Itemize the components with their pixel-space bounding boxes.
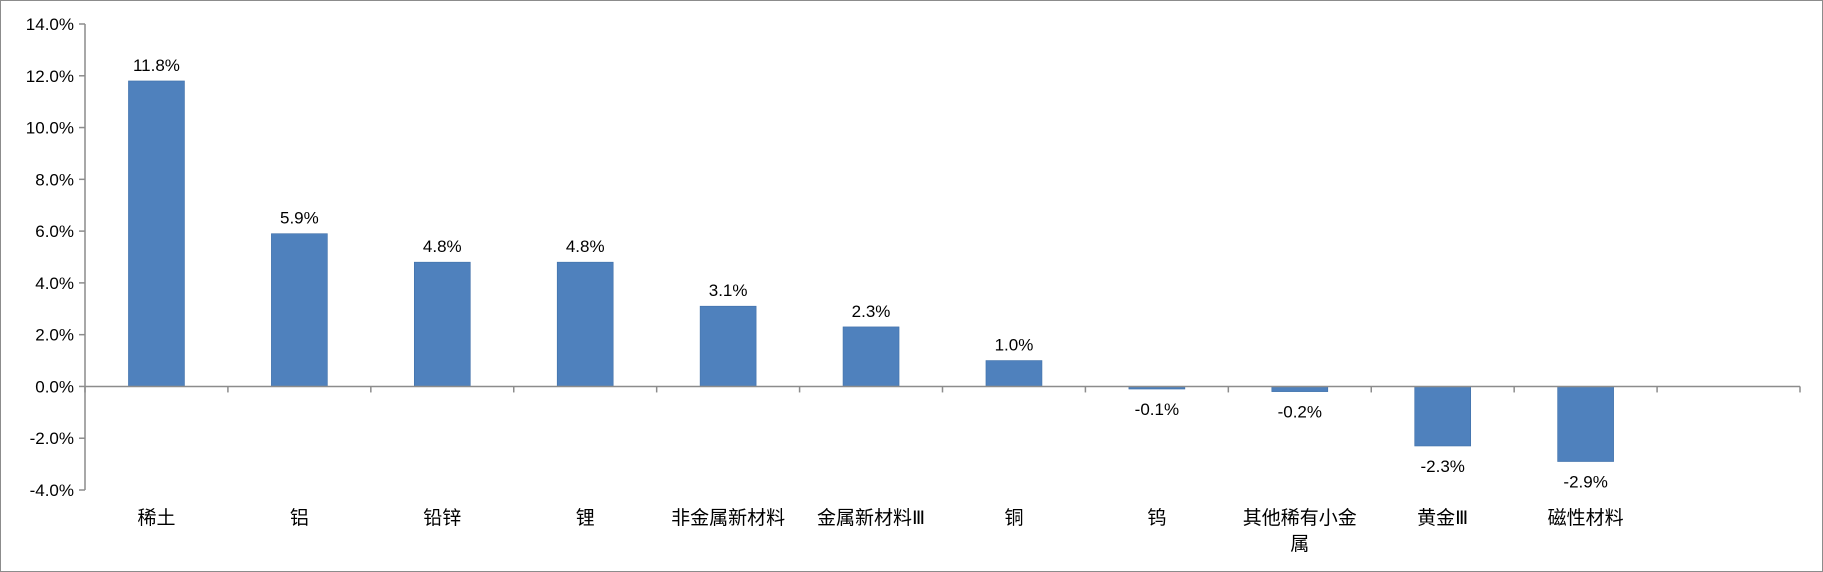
y-tick-label: 12.0%	[26, 67, 74, 86]
bar	[1557, 386, 1614, 462]
data-label: -2.9%	[1563, 473, 1607, 492]
y-tick-label: 10.0%	[26, 119, 74, 138]
data-label: 1.0%	[995, 336, 1034, 355]
data-label: 4.8%	[566, 237, 605, 256]
category-label: 锂	[576, 507, 595, 529]
y-tick-label: -2.0%	[30, 429, 74, 448]
bar	[842, 326, 900, 387]
category-label: 磁性材料	[1548, 507, 1624, 529]
category-label: 其他稀有小金属	[1243, 507, 1357, 555]
category-label: 金属新材料Ⅲ	[817, 507, 925, 529]
data-labels: 11.8% 5.9% 4.8% 4.8% 3.1% 2.3% 1.0% -0.1% -0.2% -…	[133, 56, 1608, 492]
bar	[271, 233, 328, 387]
y-tick-label: -4.0%	[30, 481, 74, 500]
data-label: -2.3%	[1420, 457, 1464, 476]
category-label: 非金属新材料	[671, 507, 785, 529]
data-label: 3.1%	[709, 281, 748, 300]
data-label: -0.1%	[1135, 400, 1179, 419]
y-axis: -4.0% -2.0% 0.0% 2.0% 4.0% 6.0% 8.0% 10.0% 12.0%…	[26, 15, 86, 500]
bar	[1271, 386, 1329, 392]
bar	[985, 360, 1043, 387]
data-label: 4.8%	[423, 237, 462, 256]
bar	[413, 261, 471, 387]
bar	[1414, 386, 1472, 447]
category-label: 铝	[290, 507, 309, 529]
category-label: 稀土	[137, 507, 175, 529]
y-tick-label: 8.0%	[35, 170, 74, 189]
category-label: 铜	[1004, 507, 1023, 529]
y-tick-label: 4.0%	[35, 274, 74, 293]
y-tick-label: 14.0%	[26, 15, 74, 34]
category-label: 铅锌	[423, 507, 461, 529]
bars	[128, 80, 1614, 462]
bar	[128, 80, 185, 387]
x-axis	[84, 385, 1801, 393]
y-tick-label: 2.0%	[35, 326, 74, 345]
data-label: 5.9%	[280, 209, 319, 228]
data-label: -0.2%	[1278, 403, 1322, 422]
bar	[699, 305, 757, 387]
category-label: 黄金Ⅲ	[1417, 507, 1468, 529]
y-tick-label: 6.0%	[35, 222, 74, 241]
data-label: 2.3%	[852, 302, 891, 321]
bar	[556, 261, 614, 387]
category-labels: 稀土 铝 铅锌 锂 非金属新材料 金属新材料Ⅲ 铜 钨 其他稀有小金属 黄金Ⅲ 磁性材料	[137, 507, 1623, 555]
category-label: 钨	[1147, 507, 1166, 529]
data-label: 11.8%	[133, 56, 180, 75]
y-tick-label: 0.0%	[35, 377, 74, 396]
